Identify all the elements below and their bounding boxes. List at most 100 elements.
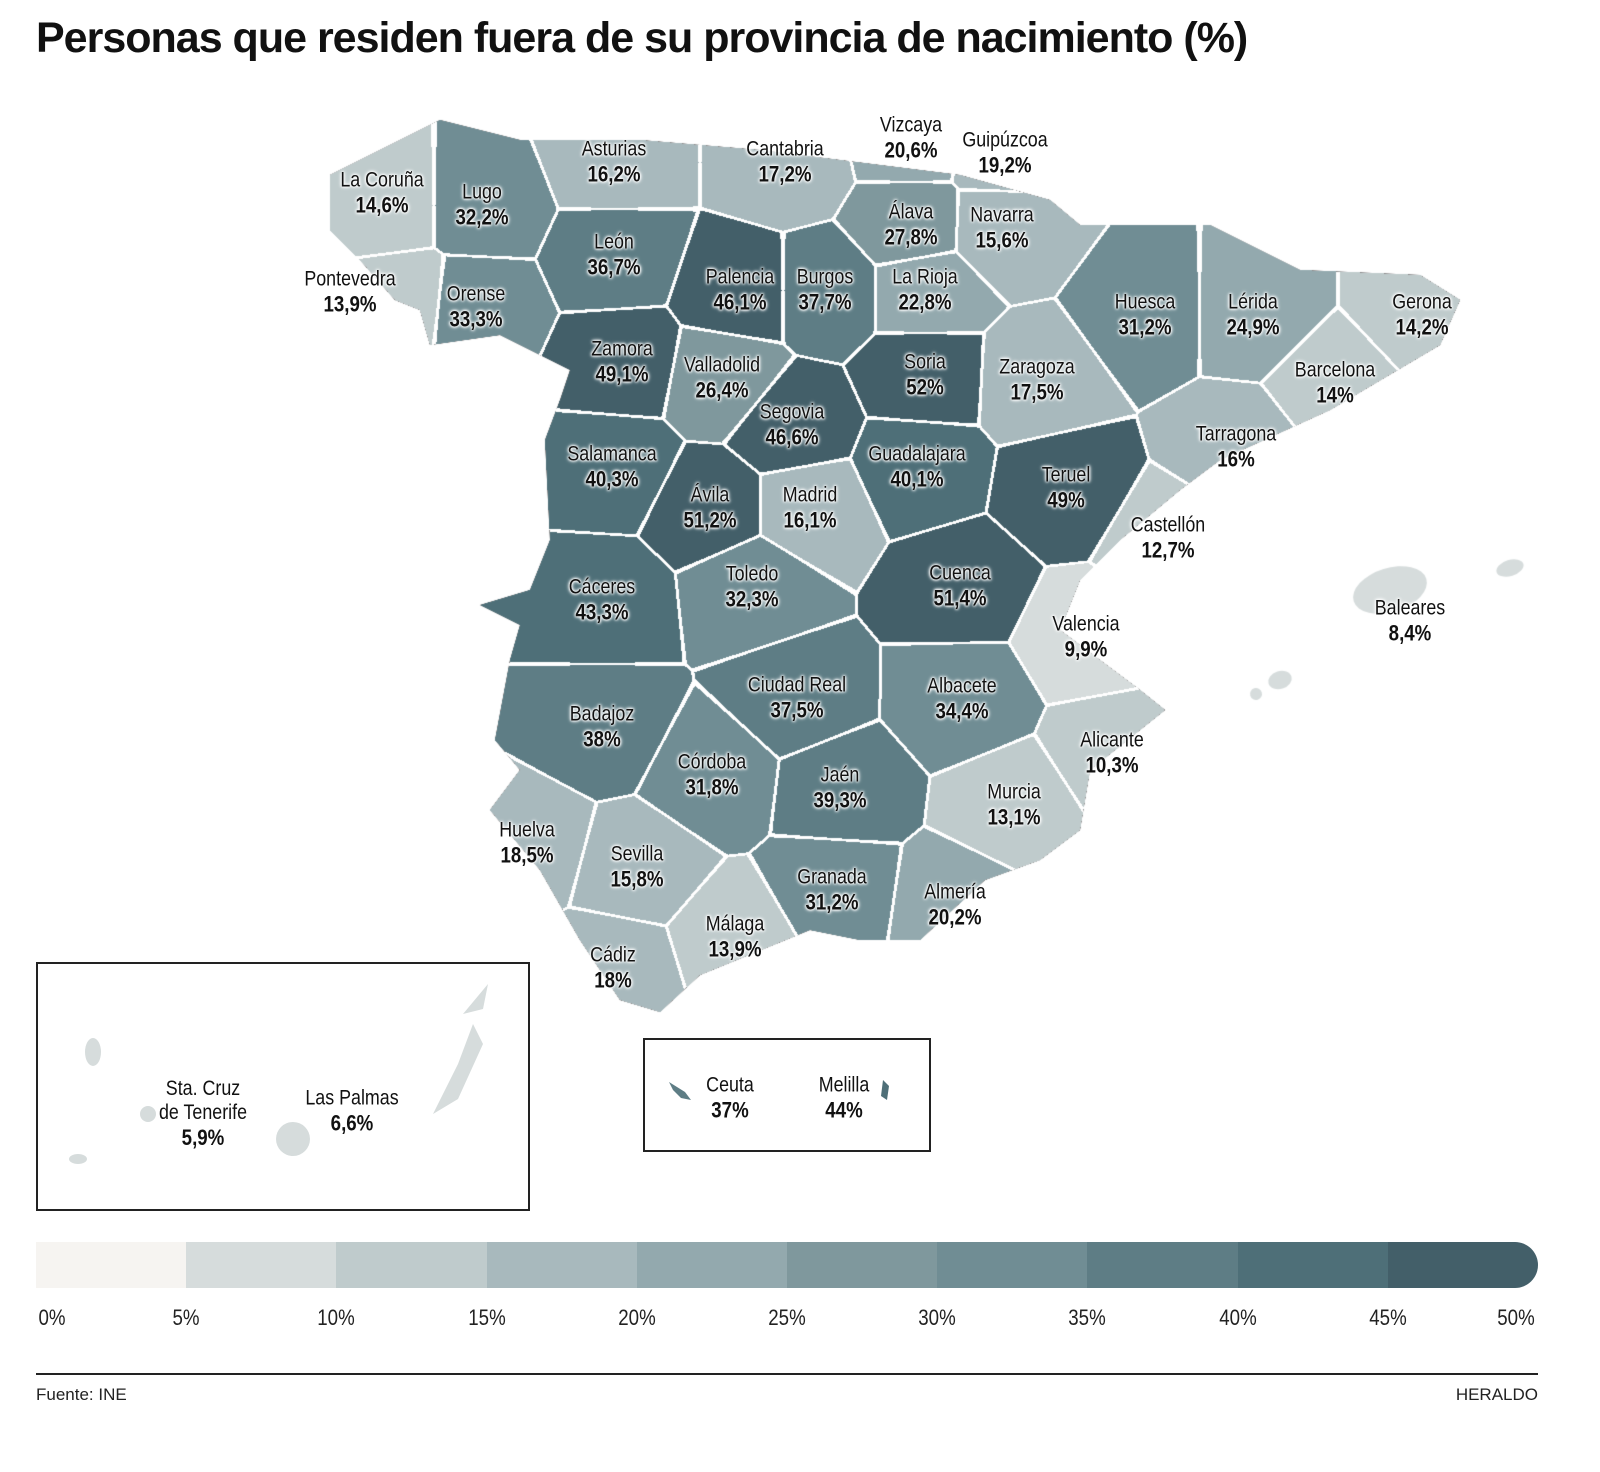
province-value: 17,5% — [1010, 379, 1064, 405]
canarias-inset: Sta. Cruz de Tenerife 5,9% Las Palmas 6,… — [36, 962, 530, 1211]
province-name: Alicante — [1080, 728, 1144, 752]
legend-swatch — [1237, 1242, 1388, 1288]
province-madrid: Madrid 16,1% — [778, 483, 842, 532]
province-segovia: Segovia 46,6% — [754, 400, 830, 449]
province-teruel: Teruel 49% — [1037, 463, 1094, 512]
province-name: Cádiz — [590, 943, 636, 967]
province-value: 51,2% — [683, 507, 737, 533]
province-name: Guadalajara — [868, 442, 966, 466]
province-baleares: Baleares 8,4% — [1369, 596, 1452, 645]
province-jaen: Jaén 39,3% — [809, 763, 871, 812]
province-name: Navarra — [970, 203, 1034, 227]
province-name: Cantabria — [746, 137, 824, 161]
province-cuenca: Cuenca 51,4% — [924, 561, 996, 610]
legend-tick-label: 15% — [467, 1305, 506, 1330]
province-name: Ávila — [690, 483, 730, 507]
province-cadiz: Cádiz 18% — [586, 943, 640, 992]
province-name: Guipúzcoa — [962, 128, 1048, 152]
legend-swatch — [186, 1242, 337, 1288]
province-value: 43,3% — [575, 599, 629, 625]
province-lerida: Lérida 24,9% — [1222, 290, 1284, 339]
province-lugo: Lugo 32,2% — [451, 180, 513, 229]
province-value: 37,5% — [770, 697, 824, 723]
province-value: 14% — [1316, 382, 1354, 408]
province-name: Segovia — [759, 400, 825, 424]
province-value: 10,3% — [1085, 752, 1139, 778]
province-cordoba: Córdoba 31,8% — [672, 750, 753, 799]
province-guipuzcoa: Guipúzcoa 19,2% — [955, 128, 1055, 177]
province-asturias: Asturias 16,2% — [576, 137, 652, 186]
footer-divider — [36, 1373, 1538, 1375]
province-name: Burgos — [796, 265, 854, 289]
province-orense: Orense 33,3% — [442, 282, 511, 331]
legend-tick-label: 40% — [1218, 1305, 1257, 1330]
province-name: Huelva — [499, 818, 555, 842]
province-pontevedra: Pontevedra 13,9% — [296, 267, 403, 316]
province-value: 13,9% — [708, 936, 762, 962]
legend-swatch — [1087, 1242, 1238, 1288]
province-value: 18% — [594, 967, 632, 993]
legend-tick-label: 5% — [172, 1305, 200, 1330]
province-value: 37,7% — [798, 289, 852, 315]
province-value: 32,3% — [725, 586, 779, 612]
legend-tick-label: 30% — [918, 1305, 956, 1330]
province-value: 14,6% — [355, 192, 409, 218]
province-value: 36,7% — [587, 254, 641, 280]
province-tarragona: Tarragona 16% — [1189, 422, 1284, 471]
province-name: Teruel — [1041, 463, 1091, 487]
province-name: Jaén — [820, 763, 860, 787]
province-value: 49% — [1047, 487, 1085, 513]
province-name: Zaragoza — [999, 355, 1075, 379]
province-name: Ciudad Real — [747, 673, 847, 697]
label-sta-cruz-de-tenerife: Sta. Cruz de Tenerife 5,9% — [158, 1077, 248, 1151]
province-value: 31,2% — [1118, 314, 1172, 340]
province-name: Álava — [888, 200, 934, 224]
province-albacete: Albacete 34,4% — [921, 674, 1003, 723]
province-granada: Granada 31,2% — [791, 865, 873, 914]
legend-swatch — [787, 1242, 938, 1288]
province-la-rioja: La Rioja 22,8% — [886, 265, 963, 314]
province-name: Zamora — [591, 337, 653, 361]
province-toledo: Toledo 32,3% — [721, 562, 783, 611]
province-value: 38% — [583, 726, 621, 752]
province-cantabria: Cantabria 17,2% — [739, 137, 830, 186]
legend-swatch — [336, 1242, 487, 1288]
province-gerona: Gerona 14,2% — [1387, 290, 1457, 339]
province-name: Cuenca — [929, 561, 991, 585]
legend-swatch — [486, 1242, 637, 1288]
province-value: 8,4% — [1388, 620, 1432, 646]
province-value: 22,8% — [898, 289, 952, 315]
province-name: Cáceres — [568, 575, 636, 599]
province-name: La Rioja — [892, 265, 958, 289]
province-huelva: Huelva 18,5% — [494, 818, 559, 867]
province-ciudad-real: Ciudad Real 37,5% — [739, 673, 855, 722]
province-name: Lérida — [1228, 290, 1278, 314]
province-salamanca: Salamanca 40,3% — [559, 442, 664, 491]
province-name: Palencia — [705, 265, 775, 289]
province-value: 33,3% — [449, 306, 503, 332]
province-value: 14,2% — [1395, 314, 1449, 340]
province-barcelona: Barcelona 14% — [1288, 358, 1383, 407]
province-value: 9,9% — [1064, 636, 1108, 662]
province-alava: Álava 27,8% — [880, 200, 942, 249]
province-value: 16,1% — [783, 507, 837, 533]
province-name: León — [594, 230, 634, 254]
province-value: 32,2% — [455, 204, 509, 230]
legend-swatch — [636, 1242, 788, 1288]
province-name: Vizcaya — [879, 113, 943, 137]
province-name: Gerona — [1392, 290, 1452, 314]
province-value: 31,8% — [685, 774, 739, 800]
province-value: 46,6% — [765, 424, 819, 450]
province-navarra: Navarra 15,6% — [965, 203, 1040, 252]
canary-islands-shapes — [69, 984, 488, 1164]
province-vizcaya: Vizcaya 20,6% — [874, 113, 947, 162]
province-valencia: Valencia 9,9% — [1047, 612, 1126, 661]
province-name: Badajoz — [569, 702, 635, 726]
province-value: 16,2% — [587, 161, 641, 187]
province-value: 17,2% — [758, 161, 812, 187]
province-name: Salamanca — [567, 442, 657, 466]
province-name: Córdoba — [677, 750, 747, 774]
province-name: Huesca — [1114, 290, 1176, 314]
province-value: 51,4% — [933, 585, 987, 611]
ceuta-melilla-shapes — [669, 1080, 889, 1100]
